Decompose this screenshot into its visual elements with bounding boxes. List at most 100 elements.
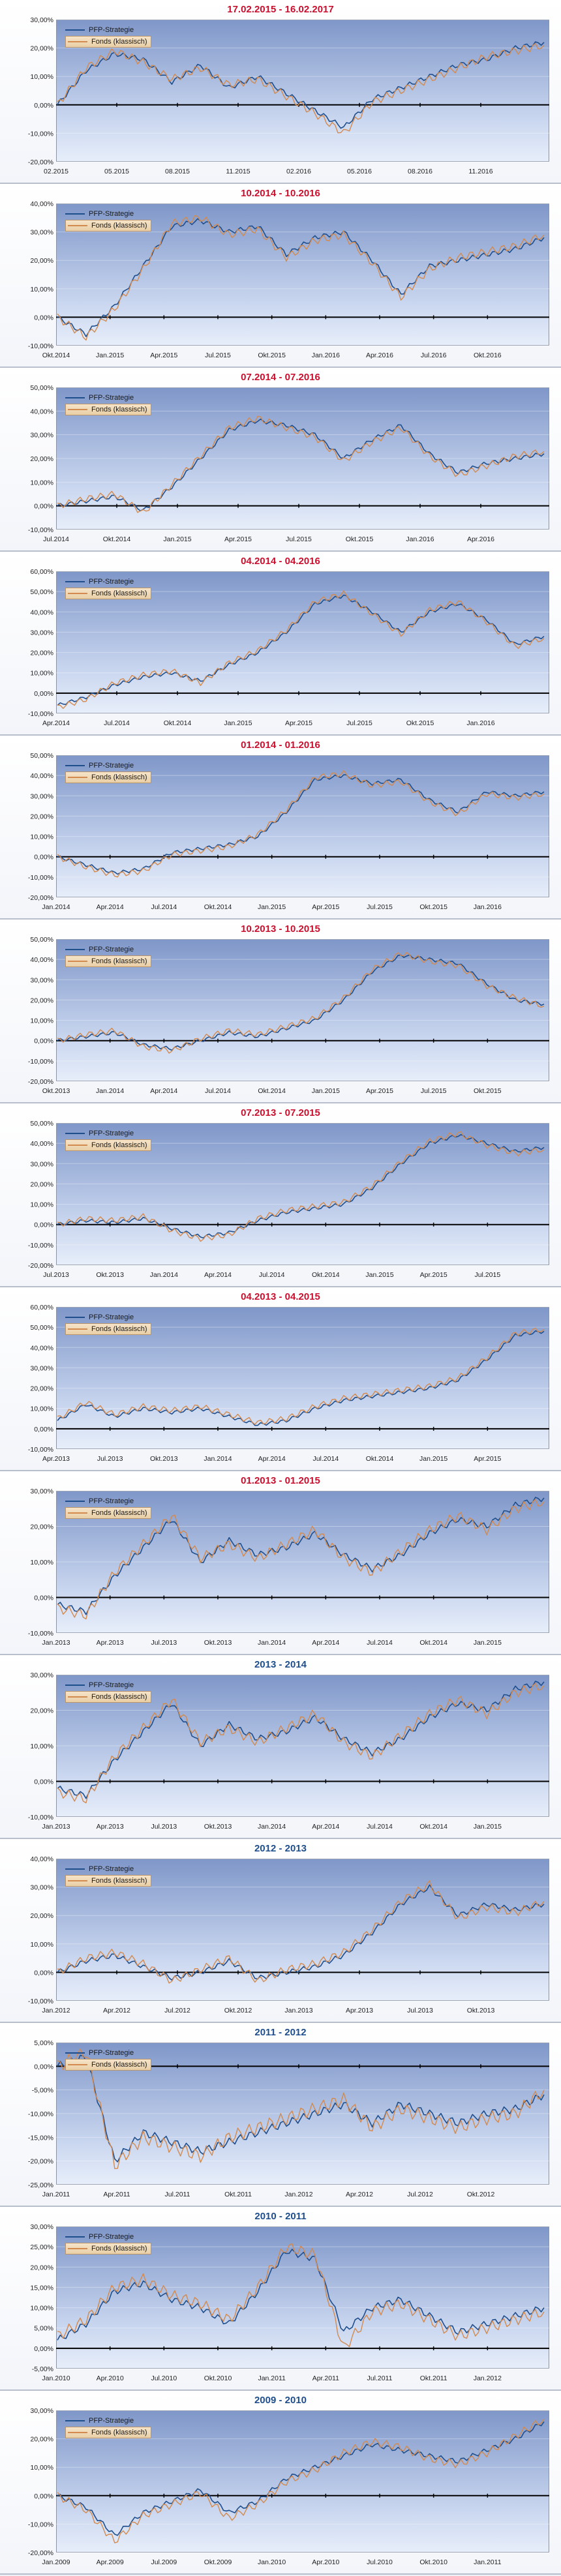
legend-swatch-pfp: [65, 581, 85, 582]
legend-swatch-pfp: [65, 397, 85, 398]
legend-label-pfp: PFP-Strategie: [89, 2049, 134, 2057]
x-tick-label: Jan.2014: [150, 1271, 178, 1279]
legend: PFP-Strategie Fonds (klassisch): [65, 25, 151, 48]
legend-label-fund: Fonds (klassisch): [91, 2429, 147, 2436]
legend-entry-fund: Fonds (klassisch): [65, 1875, 151, 1887]
y-tick-label: 20,00%: [30, 650, 53, 657]
y-tick-label: 40,00%: [30, 608, 53, 616]
y-tick-label: 15,00%: [30, 2284, 53, 2292]
legend-swatch-fund: [68, 593, 87, 594]
chart-title: 10.2013 - 10.2015: [241, 923, 320, 935]
x-tick-label: Apr.2015: [312, 903, 339, 911]
y-tick-label: 20,00%: [30, 996, 53, 1004]
legend-label-pfp: PFP-Strategie: [89, 1681, 134, 1689]
x-tick-label: Okt.2015: [346, 535, 374, 543]
x-tick-label: Apr.2012: [346, 2191, 373, 2198]
chart-panel: 2009 - 2010 30,00% 20,00% 10,00% 0,00% -10,00…: [0, 2391, 561, 2575]
y-tick-label: 20,00%: [30, 257, 53, 265]
y-tick-label: -5,00%: [32, 2365, 53, 2373]
y-tick-label: 0,00%: [34, 503, 53, 511]
legend-entry-fund: Fonds (klassisch): [65, 2243, 151, 2254]
legend-swatch-pfp: [65, 2420, 85, 2421]
y-tick-label: 50,00%: [30, 384, 53, 392]
x-tick-label: Jul.2015: [421, 1087, 447, 1095]
legend: PFP-Strategie Fonds (klassisch): [65, 1680, 151, 1703]
series-line-pfp: [57, 218, 545, 337]
y-tick-label: -10,00%: [28, 2110, 53, 2118]
x-tick-label: Jul.2012: [407, 2191, 433, 2198]
x-tick-label: Jan.2015: [419, 1455, 447, 1463]
legend-label-pfp: PFP-Strategie: [89, 2233, 134, 2241]
chart-title: 04.2013 - 04.2015: [241, 1291, 320, 1302]
y-tick-label: 50,00%: [30, 1324, 53, 1332]
chart-svg: 50,00% 40,00% 30,00% 20,00% 10,00% 0,00% -10,0…: [28, 752, 549, 911]
chart-svg: 60,00% 50,00% 40,00% 30,00% 20,00% 10,00% 0,00…: [28, 1304, 549, 1463]
legend-label-pfp: PFP-Strategie: [89, 578, 134, 586]
y-tick-label: 20,00%: [30, 455, 53, 463]
x-tick-label: Jan.2011: [258, 2374, 286, 2382]
x-tick-label: 08.2015: [165, 168, 190, 175]
x-tick-label: Apr.2015: [150, 352, 177, 359]
legend: PFP-Strategie Fonds (klassisch): [65, 1312, 151, 1335]
chart-panel: 2011 - 2012 5,00% 0,00% -5,00% -10,00% -15,00…: [0, 2023, 561, 2207]
y-tick-label: -10,00%: [28, 1242, 53, 1250]
legend-entry-fund: Fonds (klassisch): [65, 2427, 151, 2438]
chart-panel: 07.2014 - 07.2016 50,00% 40,00% 30,00% 20,00…: [0, 368, 561, 552]
x-tick-label: Apr.2014: [42, 719, 70, 727]
legend-entry-pfp: PFP-Strategie: [65, 1312, 151, 1323]
y-tick-label: 40,00%: [30, 408, 53, 415]
legend-swatch-pfp: [65, 1317, 85, 1318]
legend-entry-pfp: PFP-Strategie: [65, 944, 151, 955]
y-tick-label: 60,00%: [30, 568, 53, 576]
legend-label-pfp: PFP-Strategie: [89, 1130, 134, 1137]
legend-label-fund: Fonds (klassisch): [91, 1877, 147, 1885]
series-line-fund: [57, 590, 545, 710]
legend-entry-pfp: PFP-Strategie: [65, 1496, 151, 1506]
y-tick-label: 0,00%: [34, 1778, 53, 1786]
series-line-fund: [57, 2418, 545, 2543]
legend-swatch-fund: [68, 1512, 87, 1514]
x-tick-label: Okt.2013: [204, 1823, 232, 1831]
chart-panel: 07.2013 - 07.2015 50,00% 40,00% 30,00% 20,00…: [0, 1103, 561, 1287]
y-tick-label: -10,00%: [28, 526, 53, 534]
legend: PFP-Strategie Fonds (klassisch): [65, 2232, 151, 2254]
series-line-pfp: [57, 1884, 545, 1981]
y-tick-label: 0,00%: [34, 314, 53, 322]
series-line-fund: [57, 415, 545, 513]
legend-swatch-pfp: [65, 2236, 85, 2238]
legend-label-fund: Fonds (klassisch): [91, 773, 147, 781]
x-tick-label: Okt.2010: [419, 2558, 447, 2566]
legend-swatch-pfp: [65, 1868, 85, 1870]
legend-label-pfp: PFP-Strategie: [89, 394, 134, 402]
y-tick-label: 0,00%: [34, 690, 53, 698]
legend-swatch-fund: [68, 409, 87, 410]
y-tick-label: 0,00%: [34, 2493, 53, 2500]
x-tick-label: Okt.2010: [204, 2374, 232, 2382]
legend-swatch-pfp: [65, 949, 85, 950]
legend-swatch-pfp: [65, 213, 85, 215]
legend-swatch-fund: [68, 1328, 87, 1330]
x-tick-label: Jan.2016: [312, 352, 340, 359]
y-tick-label: 50,00%: [30, 752, 53, 760]
legend: PFP-Strategie Fonds (klassisch): [65, 1128, 151, 1151]
y-tick-label: 40,00%: [30, 1855, 53, 1863]
series-line-fund: [57, 43, 545, 134]
legend-label-fund: Fonds (klassisch): [91, 590, 147, 597]
legend-swatch-pfp: [65, 1685, 85, 1686]
x-tick-label: 08.2016: [408, 168, 432, 175]
legend-entry-pfp: PFP-Strategie: [65, 209, 151, 219]
x-tick-label: Jan.2015: [474, 1639, 502, 1647]
x-tick-label: 11.2016: [468, 168, 493, 175]
legend-swatch-fund: [68, 2432, 87, 2433]
y-tick-label: 40,00%: [30, 956, 53, 964]
x-tick-label: Apr.2010: [97, 2374, 124, 2382]
x-tick-label: Okt.2013: [467, 2007, 495, 2014]
y-tick-label: 25,00%: [30, 2243, 53, 2251]
legend-swatch-fund: [68, 961, 87, 962]
x-tick-label: Jul.2015: [205, 352, 231, 359]
legend-label-pfp: PFP-Strategie: [89, 1865, 134, 1873]
y-tick-label: 0,00%: [34, 854, 53, 861]
y-tick-label: -20,00%: [28, 158, 53, 166]
chart-svg: 30,00% 20,00% 10,00% 0,00% -10,00%Jan.2013 Ap…: [28, 1488, 549, 1647]
